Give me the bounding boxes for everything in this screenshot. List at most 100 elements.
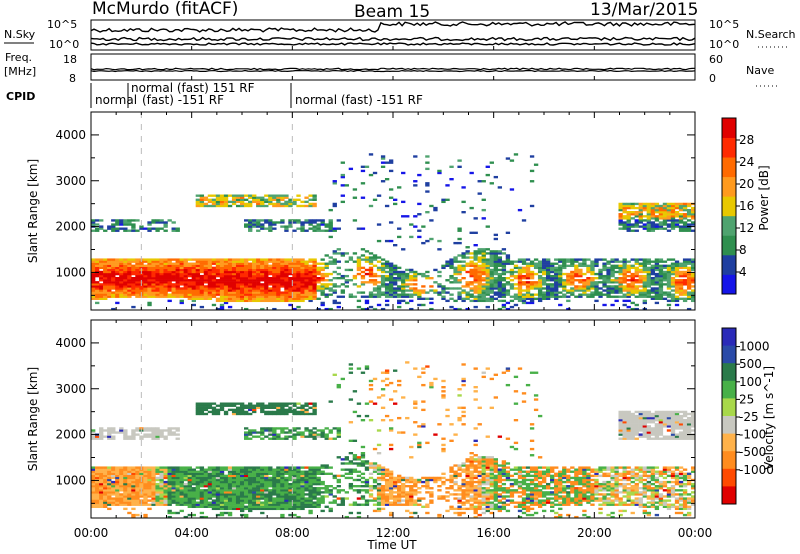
power-cell [634,279,639,282]
velocity-cell [163,480,168,484]
power-cell [147,281,152,284]
power-cell [630,211,635,214]
velocity-cell [372,447,378,451]
power-cell [288,270,293,274]
velocity-cell [388,482,394,486]
velocity-cell [280,466,285,469]
power-cell [610,291,615,294]
power-cell [686,291,692,294]
velocity-cell [372,470,378,473]
power-cell [147,287,152,290]
power-cell [171,293,176,296]
velocity-cell [268,437,273,440]
power-cell [646,206,652,210]
power-cell [288,281,293,284]
velocity-cell [127,487,132,490]
velocity-cell [147,476,152,480]
power-cell [662,270,668,274]
velocity-cell [127,437,132,440]
power-cell [590,262,595,265]
power-cell [219,299,225,303]
power-cell [103,281,108,284]
power-cell [546,266,551,270]
power-cell [268,277,273,280]
velocity-cell [272,485,277,488]
velocity-cell [376,472,382,475]
velocity-cell [127,485,132,488]
power-cell [264,279,269,282]
power-cell [107,289,112,292]
power-cell [320,293,325,296]
power-cell [131,229,136,232]
power-cell [670,283,676,286]
velocity-cell [215,410,221,414]
power-cell [393,272,398,276]
power-cell [235,299,241,303]
power-cell [115,285,120,288]
power-cell [123,289,128,292]
power-cell [461,285,466,288]
power-cell [248,219,253,222]
power-cell [682,297,688,300]
velocity-cell [300,485,305,488]
velocity-cell [308,412,313,416]
power-cell [642,283,647,286]
power-cell [610,272,615,276]
power-cell [537,279,543,282]
power-cell [292,297,297,300]
velocity-cell [239,478,245,482]
power-cell [441,198,446,201]
power-cell [481,293,486,296]
power-cell [690,206,696,210]
power-cell [235,295,241,298]
velocity-cell [352,468,358,471]
power-cell [231,281,237,284]
power-cell [682,274,688,278]
power-cell [332,277,337,280]
velocity-cell [296,489,301,492]
velocity-cell [219,470,225,473]
power-cell [123,272,128,276]
power-cell [453,299,458,303]
power-cell [674,225,680,228]
power-cell [223,196,229,199]
power-cell [215,260,221,263]
power-cell [497,293,503,296]
power-cell [340,254,345,257]
velocity-cell [368,495,374,498]
velocity-cell [179,503,184,506]
velocity-cell [272,491,277,494]
velocity-cell [135,513,140,517]
colorbar-swatch [722,176,736,197]
power-cell [119,279,124,282]
power-cell [207,283,213,286]
power-cell [489,260,494,263]
power-cell [690,264,696,267]
velocity-cell [103,499,108,502]
power-cell [521,297,527,300]
power-cell [650,227,656,230]
velocity-cell [239,487,245,490]
power-cell [239,281,245,284]
velocity-cell [199,412,205,416]
beam-title: Beam 15 [354,2,430,22]
power-cell [107,258,112,261]
velocity-cell [159,495,164,498]
power-cell [537,287,543,290]
power-cell [123,277,128,280]
power-cell [199,289,205,292]
power-cell [493,175,498,179]
power-cell [489,279,494,282]
velocity-cell [107,429,112,432]
power-cell [409,270,414,274]
power-cell [324,264,329,267]
velocity-cell [380,419,386,422]
velocity-cell [324,487,329,490]
velocity-cell [276,507,281,511]
power-cell [272,291,277,294]
velocity-cell [308,474,313,478]
velocity-cell [195,501,201,504]
velocity-cell [107,489,112,492]
power-cell [219,291,225,294]
